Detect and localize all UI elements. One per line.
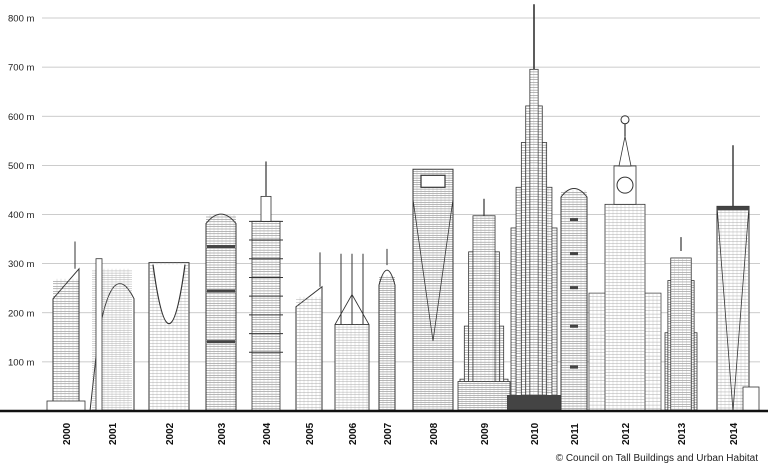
year-label-2005: 2005 (305, 422, 316, 445)
taper-line (412, 199, 454, 342)
year-label-2001: 2001 (108, 422, 119, 445)
tower (205, 213, 237, 412)
tower (560, 188, 588, 412)
building-2000 (46, 241, 86, 412)
credit-text: © Council on Tall Buildings and Urban Ha… (555, 453, 758, 464)
year-label-2011: 2011 (570, 423, 581, 445)
sky-lobby (570, 365, 578, 369)
building-2007 (378, 248, 396, 412)
y-tick-label: 300 m (8, 259, 34, 270)
gable (334, 293, 370, 325)
y-tick-label: 700 m (8, 63, 34, 74)
mech-floor (207, 245, 235, 249)
year-label-2009: 2009 (480, 422, 491, 445)
year-label-2014: 2014 (729, 422, 740, 445)
podium (457, 381, 511, 412)
building-2008 (412, 168, 454, 412)
buildings (46, 4, 760, 412)
y-tick-label: 400 m (8, 210, 34, 221)
podium (46, 400, 86, 412)
mech-floor (207, 340, 235, 344)
aperture (420, 174, 446, 188)
year-label-2013: 2013 (677, 422, 688, 445)
y-tick-label: 200 m (8, 308, 34, 319)
building-2002 (148, 262, 190, 412)
annex (742, 386, 760, 412)
year-label-2006: 2006 (348, 422, 359, 445)
clock-face (616, 176, 634, 194)
arch (152, 264, 186, 325)
building-2005 (295, 252, 323, 412)
building-2011 (560, 188, 588, 412)
year-label-2000: 2000 (62, 422, 73, 445)
sky-lobby (570, 252, 578, 256)
y-tick-label: 600 m (8, 112, 34, 123)
tower (334, 324, 370, 412)
tower (251, 220, 281, 412)
podium (507, 395, 561, 411)
crescent (620, 115, 630, 125)
crown (618, 136, 632, 167)
year-label-2007: 2007 (383, 422, 394, 445)
sky-lobby (570, 218, 578, 222)
y-tick-label: 500 m (8, 161, 34, 172)
core (95, 258, 103, 412)
parapet (717, 206, 749, 211)
sky-lobby (570, 286, 578, 290)
year-label-2012: 2012 (621, 422, 632, 445)
building-2012 (588, 115, 662, 412)
y-axis-labels: 100 m 200 m 300 m 400 m 500 m 600 m 700 m 800 m (8, 14, 34, 369)
y-tick-label: 800 m (8, 14, 34, 25)
top-block (260, 195, 272, 222)
building-2013 (664, 237, 698, 412)
year-labels: 2000 2001 2002 2003 2004 2005 2006 2007 2008 2009… (62, 422, 740, 445)
building-2010 (507, 4, 561, 412)
sky-lobby (570, 324, 578, 328)
year-label-2010: 2010 (530, 422, 541, 445)
y-tick-label: 100 m (8, 357, 34, 368)
building-2014 (716, 145, 760, 412)
building-2001 (89, 258, 135, 412)
building-2009 (457, 198, 511, 412)
tier (670, 257, 692, 412)
building-2003 (205, 213, 237, 412)
building-2006 (334, 253, 370, 412)
building-2004 (249, 161, 283, 412)
mech-floor (207, 289, 235, 293)
year-label-2003: 2003 (217, 422, 228, 445)
year-label-2004: 2004 (262, 422, 273, 445)
year-label-2008: 2008 (429, 422, 440, 445)
year-label-2002: 2002 (165, 422, 176, 445)
